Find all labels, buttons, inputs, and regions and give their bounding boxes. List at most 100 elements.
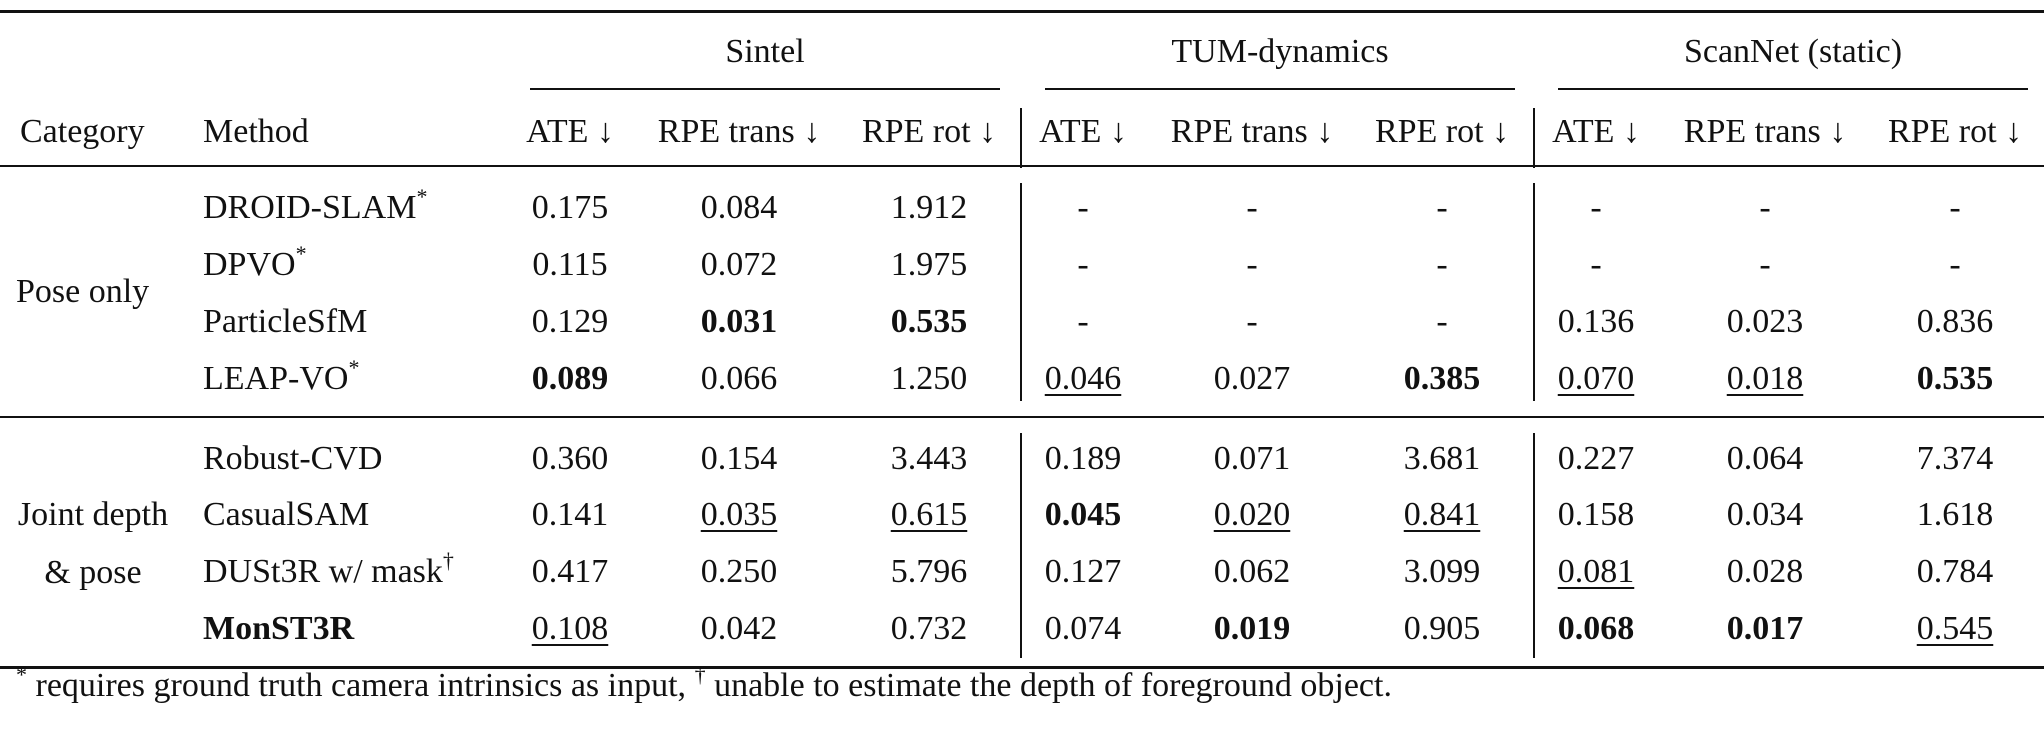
table-cell: 0.841 [1403,496,1481,533]
metric-header: ATE ↓ [526,113,614,150]
separator-tum-scannet [1533,108,1535,168]
method-name: Robust-CVD [203,440,383,477]
table-cell: - [1246,303,1258,340]
table-cell: 0.154 [700,440,778,477]
table-cell: 1.618 [1916,496,1994,533]
table-cell: 0.141 [531,496,609,533]
table-cell: - [1246,246,1258,283]
table-cell: 0.615 [890,496,968,533]
bottom-rule [0,666,2044,669]
table-cell: 0.035 [700,496,778,533]
table-cell: 0.360 [531,440,609,477]
table-cell: 0.042 [700,610,778,647]
table-cell: 0.250 [700,553,778,590]
table-cell: 0.089 [531,360,609,397]
table-cell: 0.417 [531,553,609,590]
table-cell: - [1436,303,1448,340]
category-label: Joint depth [17,496,169,533]
table-cell: 3.099 [1403,553,1481,590]
table-cell: 0.158 [1557,496,1635,533]
table-cell: 0.227 [1557,440,1635,477]
metric-header: ATE ↓ [1552,113,1640,150]
footnote: * requires ground truth camera intrinsic… [16,664,1392,705]
table-cell: 1.250 [890,360,968,397]
table-cell: 0.115 [532,246,608,283]
category-header: Category [20,113,145,150]
group-header-scannet: ScanNet (static) [1683,33,1903,70]
top-rule [0,10,2044,13]
table-cell: 0.070 [1557,360,1635,397]
metric-header: RPE rot ↓ [861,113,997,150]
separator-tum-scannet [1533,433,1535,658]
method-name: MonST3R [203,610,355,647]
table-cell: - [1590,246,1602,283]
table-cell: 0.071 [1213,440,1291,477]
table-cell: 0.072 [700,246,778,283]
category-label: Pose only [16,273,150,310]
table-cell: 0.127 [1044,553,1122,590]
metric-header: RPE trans ↓ [657,113,821,150]
table-cell: - [1759,189,1771,226]
table-cell: 0.017 [1726,610,1804,647]
table-cell: 0.068 [1557,610,1635,647]
table-cell: 0.066 [700,360,778,397]
footnote-text: unable to estimate the depth of foregrou… [705,667,1392,704]
table-cell: 0.062 [1213,553,1291,590]
table-cell: 0.129 [531,303,609,340]
table-cell: 0.074 [1044,610,1122,647]
table-cell: 0.020 [1213,496,1291,533]
separator-sintel-tum [1020,433,1022,658]
table-cell: - [1590,189,1602,226]
table-cell: - [1077,189,1089,226]
group-header-sintel: Sintel [725,33,805,70]
separator-sintel-tum [1020,183,1022,401]
table-cell: 0.732 [890,610,968,647]
table-cell: - [1246,189,1258,226]
footnote-dagger: † [694,662,706,687]
table-cell: 1.912 [890,189,968,226]
table-cell: 0.023 [1726,303,1804,340]
table-cell: 0.535 [1916,360,1994,397]
group-header-tum: TUM-dynamics [1171,33,1389,70]
footnote-text: requires ground truth camera intrinsics … [27,667,695,704]
table-cell: 0.018 [1726,360,1804,397]
table-cell: 7.374 [1916,440,1994,477]
footnote-star: * [16,662,27,687]
table-cell: 0.045 [1044,496,1122,533]
table-cell: 0.136 [1557,303,1635,340]
table-cell: 3.681 [1403,440,1481,477]
table-cell: 0.175 [531,189,609,226]
section-rule [0,416,2044,418]
table-cell: - [1436,189,1448,226]
method-name: CasualSAM [203,496,370,533]
table-cell: 0.027 [1213,360,1291,397]
table-cell: - [1077,246,1089,283]
method-name: ParticleSfM [203,303,368,340]
table-cell: 0.019 [1213,610,1291,647]
table-cell: 0.064 [1726,440,1804,477]
header-rule [0,165,2044,167]
table-cell: 0.385 [1403,360,1481,397]
table-cell: - [1759,246,1771,283]
table-cell: 5.796 [890,553,968,590]
table-cell: 0.535 [890,303,968,340]
table-cell: 0.046 [1044,360,1122,397]
method-name: DUSt3R w/ mask† [203,548,454,590]
method-name: DROID-SLAM* [203,184,428,226]
table-cell: 0.545 [1916,610,1994,647]
table-cell: - [1436,246,1448,283]
table-cell: 3.443 [890,440,968,477]
table-cell: 1.975 [890,246,968,283]
method-header: Method [203,113,309,150]
table-cell: 0.784 [1916,553,1994,590]
table-cell: - [1949,189,1961,226]
metric-header: ATE ↓ [1039,113,1127,150]
table-cell: 0.028 [1726,553,1804,590]
table-cell: - [1949,246,1961,283]
separator-tum-scannet [1533,183,1535,401]
table-cell: 0.084 [700,189,778,226]
method-name: LEAP-VO* [203,355,360,397]
group-rule-sintel [530,88,1000,90]
separator-sintel-tum [1020,108,1022,168]
metric-header: RPE rot ↓ [1887,113,2023,150]
